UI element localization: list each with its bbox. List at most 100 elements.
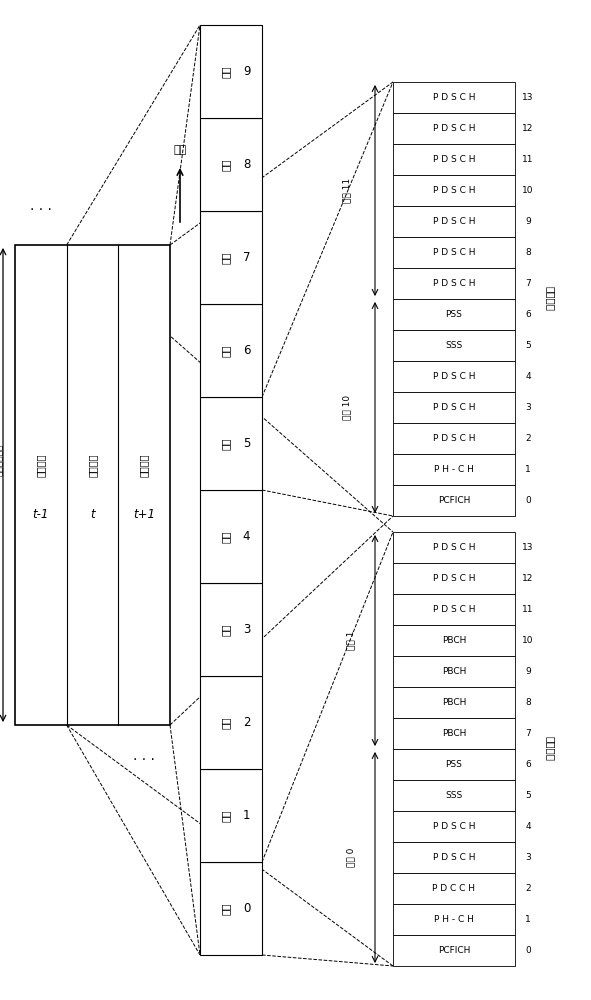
Text: 1: 1 xyxy=(525,465,531,474)
Text: 6: 6 xyxy=(525,310,531,319)
Text: 子帧: 子帧 xyxy=(221,716,231,729)
Bar xyxy=(15,245,170,725)
Text: PBCH: PBCH xyxy=(442,636,466,645)
Text: 一个无线电帧: 一个无线电帧 xyxy=(0,444,4,476)
Bar xyxy=(393,749,515,780)
Text: 8: 8 xyxy=(525,698,531,707)
Bar xyxy=(393,625,515,656)
Text: P D S C H: P D S C H xyxy=(433,434,475,443)
Text: 时隙 10: 时隙 10 xyxy=(343,395,352,420)
Text: 子帧: 子帧 xyxy=(221,530,231,543)
Bar xyxy=(393,563,515,594)
Text: 1: 1 xyxy=(243,809,250,822)
Text: 10: 10 xyxy=(522,186,534,195)
Text: 1: 1 xyxy=(525,915,531,924)
Text: 时隙 11: 时隙 11 xyxy=(343,178,352,203)
Text: 子帧: 子帧 xyxy=(221,158,231,171)
Text: P D S C H: P D S C H xyxy=(433,155,475,164)
Text: P D S C H: P D S C H xyxy=(433,93,475,102)
Text: P D S C H: P D S C H xyxy=(433,248,475,257)
Bar xyxy=(393,842,515,873)
Text: P H - C H: P H - C H xyxy=(434,465,474,474)
Text: 无线电帧: 无线电帧 xyxy=(87,453,98,477)
Text: 11: 11 xyxy=(522,605,534,614)
Text: 13: 13 xyxy=(522,543,534,552)
Bar xyxy=(200,583,262,676)
Bar xyxy=(200,769,262,862)
Text: 2: 2 xyxy=(525,884,531,893)
Text: PCFICH: PCFICH xyxy=(438,946,470,955)
Text: P D S C H: P D S C H xyxy=(433,217,475,226)
Bar xyxy=(393,175,515,206)
Text: P D S C H: P D S C H xyxy=(433,605,475,614)
Text: 5: 5 xyxy=(525,791,531,800)
Text: 6: 6 xyxy=(525,760,531,769)
Text: 子帧: 子帧 xyxy=(221,623,231,636)
Text: 4: 4 xyxy=(243,530,250,543)
Text: 7: 7 xyxy=(525,729,531,738)
Text: 码元周期: 码元周期 xyxy=(545,736,555,762)
Text: 子帧: 子帧 xyxy=(221,809,231,822)
Bar xyxy=(200,25,262,118)
Text: P D S C H: P D S C H xyxy=(433,543,475,552)
Bar xyxy=(200,397,262,490)
Text: P D S C H: P D S C H xyxy=(433,822,475,831)
Bar xyxy=(393,780,515,811)
Text: 9: 9 xyxy=(525,667,531,676)
Bar xyxy=(200,490,262,583)
Text: PSS: PSS xyxy=(446,760,462,769)
Text: 3: 3 xyxy=(243,623,250,636)
Bar xyxy=(393,361,515,392)
Text: 5: 5 xyxy=(243,437,250,450)
Bar xyxy=(393,330,515,361)
Bar xyxy=(393,811,515,842)
Text: SSS: SSS xyxy=(446,341,463,350)
Bar xyxy=(393,237,515,268)
Bar xyxy=(393,873,515,904)
Text: P H - C H: P H - C H xyxy=(434,915,474,924)
Text: PBCH: PBCH xyxy=(442,698,466,707)
Text: 6: 6 xyxy=(243,344,250,357)
Text: 13: 13 xyxy=(522,93,534,102)
Bar xyxy=(200,862,262,955)
Text: 子帧: 子帧 xyxy=(221,344,231,357)
Text: 子帧: 子帧 xyxy=(221,902,231,915)
Text: 无线电帧: 无线电帧 xyxy=(139,453,149,477)
Text: 0: 0 xyxy=(243,902,250,915)
Text: t-1: t-1 xyxy=(33,508,49,522)
Text: 10 ms: 10 ms xyxy=(0,496,4,524)
Text: 子帧: 子帧 xyxy=(221,251,231,264)
Text: 时间: 时间 xyxy=(173,145,187,155)
Bar xyxy=(393,656,515,687)
Text: 0: 0 xyxy=(525,946,531,955)
Text: 5: 5 xyxy=(525,341,531,350)
Text: P D S C H: P D S C H xyxy=(433,403,475,412)
Text: P D S C H: P D S C H xyxy=(433,279,475,288)
Text: SSS: SSS xyxy=(446,791,463,800)
Text: 9: 9 xyxy=(243,65,250,78)
Bar xyxy=(393,113,515,144)
Text: 9: 9 xyxy=(525,217,531,226)
Bar xyxy=(393,268,515,299)
Text: 2: 2 xyxy=(243,716,250,729)
Text: P D S C H: P D S C H xyxy=(433,372,475,381)
Text: 时隙 0: 时隙 0 xyxy=(346,848,356,867)
Text: 12: 12 xyxy=(522,124,534,133)
Text: P D S C H: P D S C H xyxy=(433,574,475,583)
Text: 子帧: 子帧 xyxy=(221,65,231,78)
Text: 2: 2 xyxy=(525,434,531,443)
Text: P D S C H: P D S C H xyxy=(433,853,475,862)
Text: PSS: PSS xyxy=(446,310,462,319)
Text: 7: 7 xyxy=(243,251,250,264)
Text: 12: 12 xyxy=(522,574,534,583)
Text: 4: 4 xyxy=(525,372,531,381)
Text: 8: 8 xyxy=(525,248,531,257)
Bar xyxy=(393,532,515,563)
Text: t+1: t+1 xyxy=(133,508,155,522)
Text: 码元周期: 码元周期 xyxy=(545,286,555,312)
Bar xyxy=(200,118,262,211)
Text: 3: 3 xyxy=(525,403,531,412)
Bar xyxy=(200,211,262,304)
Bar xyxy=(393,594,515,625)
Bar xyxy=(393,392,515,423)
